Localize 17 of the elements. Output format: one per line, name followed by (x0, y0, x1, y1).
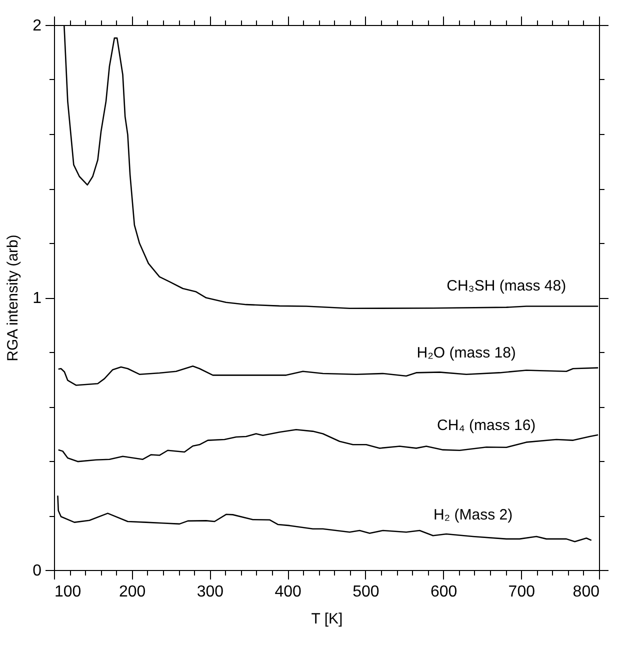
y-tick-label: 1 (32, 290, 42, 307)
series-label: CH₃SH (mass 48) (446, 277, 566, 294)
series-label: CH₄ (mass 16) (437, 417, 536, 434)
x-tick-label: 800 (572, 584, 600, 600)
x-tick-label: 700 (508, 584, 536, 600)
series-label: H₂O (mass 18) (416, 344, 516, 362)
x-tick-label: 200 (119, 584, 146, 600)
x-tick-label: 500 (352, 584, 380, 600)
y-tick-label: 0 (32, 562, 42, 580)
x-tick-label: 300 (196, 584, 224, 600)
y-axis-title: RGA intensity (arb) (4, 234, 22, 362)
x-tick-label: 600 (430, 584, 458, 600)
y-tick-label: 2 (32, 18, 42, 34)
x-tick-label: 400 (274, 584, 302, 600)
x-axis-title: T [K] (311, 610, 343, 628)
x-tick-label: 100 (54, 584, 82, 600)
series-label: H₂ (Mass 2) (433, 506, 513, 524)
